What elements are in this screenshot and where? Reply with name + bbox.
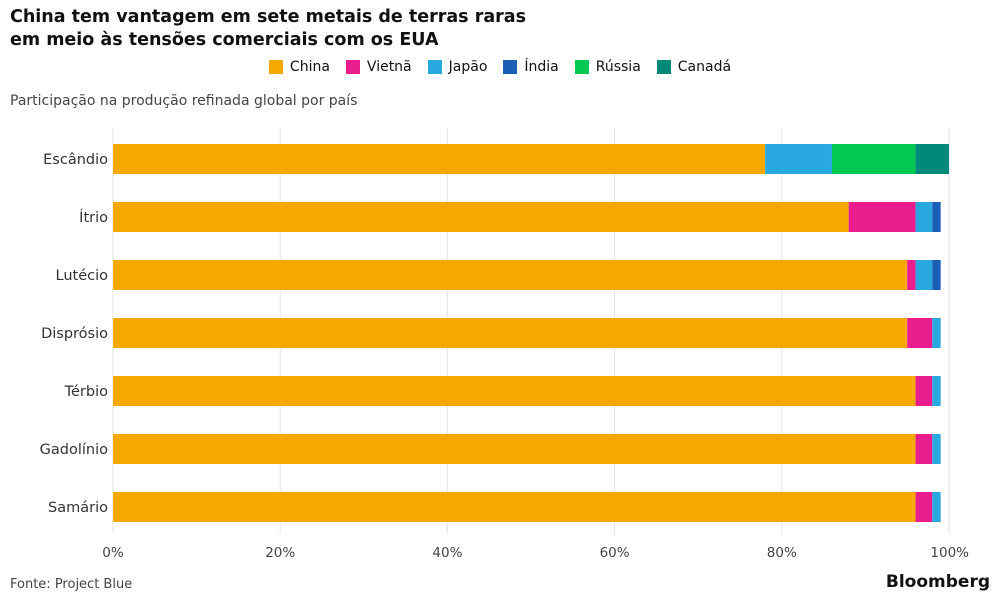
- legend-item-0: China: [268, 59, 330, 75]
- bar-1-0: [113, 202, 849, 232]
- category-label-2: Lutécio: [56, 268, 109, 284]
- legend-label: Japão: [448, 59, 488, 75]
- source-note: Fonte: Project Blue: [10, 577, 133, 592]
- legend-swatch: [656, 60, 671, 74]
- legend-swatch: [345, 60, 360, 74]
- bar-3-1: [907, 318, 933, 348]
- x-tick-label-5: 100%: [930, 545, 969, 561]
- legend-swatch: [574, 60, 589, 74]
- bar-0-4: [831, 144, 916, 174]
- legend-item-4: Rússia: [574, 59, 641, 75]
- chart-title-line-2: em meio às tensões comerciais com os EUA: [10, 30, 439, 50]
- bar-2-1: [907, 260, 916, 290]
- category-label-4: Térbio: [64, 384, 109, 400]
- legend-label: Canadá: [677, 59, 732, 75]
- bar-2-3: [932, 260, 941, 290]
- x-tick-label-2: 40%: [432, 545, 462, 561]
- chart-title: China tem vantagem em sete metais de ter…: [10, 6, 526, 52]
- legend-label: Vietnã: [366, 59, 412, 75]
- legend-item-3: Índia: [503, 59, 559, 75]
- legend-swatch: [427, 60, 442, 74]
- bar-0-0: [113, 144, 766, 174]
- legend-item-1: Vietnã: [345, 59, 412, 75]
- x-tick-label-0: 0%: [102, 545, 124, 561]
- chart-title-line-1: China tem vantagem em sete metais de ter…: [10, 7, 526, 27]
- bar-1-2: [915, 202, 933, 232]
- category-label-5: Gadolínio: [40, 442, 108, 458]
- legend-swatch: [268, 60, 283, 74]
- legend-item-5: Canadá: [656, 59, 732, 75]
- legend-label: Rússia: [595, 59, 641, 75]
- bar-3-0: [113, 318, 908, 348]
- bar-4-1: [915, 376, 933, 406]
- category-label-6: Samário: [48, 500, 108, 516]
- bar-3-2: [932, 318, 941, 348]
- bar-0-5: [915, 144, 949, 174]
- bar-1-3: [932, 202, 941, 232]
- bar-2-2: [915, 260, 933, 290]
- bar-0-2: [765, 144, 832, 174]
- x-tick-label-1: 20%: [265, 545, 295, 561]
- bar-2-0: [113, 260, 908, 290]
- bar-6-2: [932, 492, 941, 522]
- bar-5-0: [113, 434, 916, 464]
- x-tick-label-3: 60%: [600, 545, 630, 561]
- category-label-1: Ítrio: [79, 209, 108, 226]
- chart-legend: China Vietnã Japão Índia Rússia Canadá: [0, 59, 1000, 75]
- bar-5-2: [932, 434, 941, 464]
- category-label-3: Disprósio: [41, 326, 108, 342]
- legend-label: China: [289, 59, 330, 75]
- x-tick-label-4: 80%: [767, 545, 797, 561]
- legend-swatch: [503, 60, 518, 74]
- bar-4-2: [932, 376, 941, 406]
- bar-1-1: [848, 202, 916, 232]
- legend-label: Índia: [524, 59, 559, 75]
- bar-6-1: [915, 492, 933, 522]
- bar-5-1: [915, 434, 933, 464]
- category-label-0: Escândio: [43, 152, 108, 168]
- bar-6-0: [113, 492, 916, 522]
- bar-4-0: [113, 376, 916, 406]
- chart-subtitle: Participação na produção refinada global…: [10, 93, 358, 109]
- legend-item-2: Japão: [427, 59, 488, 75]
- brand-logo: Bloomberg: [885, 572, 990, 592]
